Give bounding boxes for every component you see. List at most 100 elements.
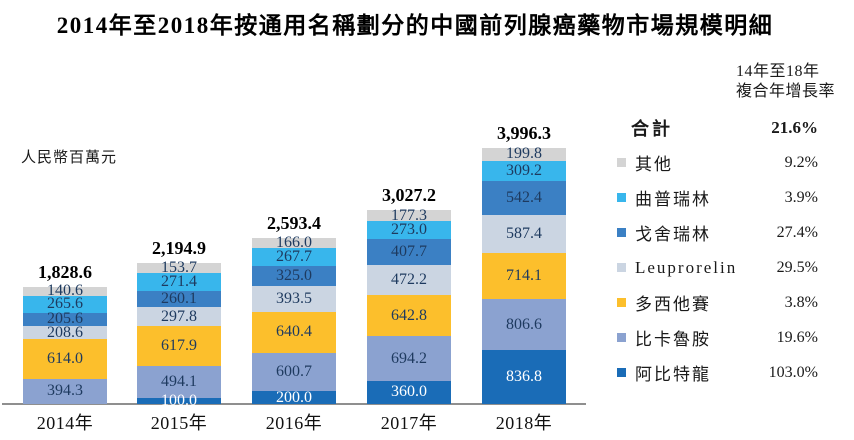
segment-value-label: 205.6: [47, 310, 83, 328]
x-axis-label: 2016年: [265, 413, 323, 433]
x-axis-line: [2, 403, 586, 405]
bar-segment: 199.8: [482, 146, 566, 162]
y-axis-unit-label: 人民幣百萬元: [21, 150, 118, 166]
legend-item-label: 曲普瑞林: [635, 190, 711, 209]
segment-value-label: 494.1: [161, 372, 197, 390]
legend-row: 多西他賽 3.8%: [613, 285, 818, 320]
legend-item-cagr: 3.9%: [784, 188, 818, 206]
x-axis-label: 2014年: [36, 413, 94, 433]
bar-segment: 642.8: [367, 295, 451, 337]
bar-segment: 208.6: [23, 323, 107, 341]
segment-value-label: 166.0: [276, 234, 312, 252]
legend-item-cagr: 29.5%: [776, 258, 818, 276]
legend-header-line1: 14年至18年: [736, 63, 820, 80]
bar-segment: 267.7: [252, 248, 336, 266]
bar-stack: 199.8 309.2 542.4 587.4 714.1 806.6 836.8: [482, 146, 566, 404]
bar-total-label: 2,593.4: [267, 212, 321, 233]
legend-total-cagr: 21.6%: [771, 117, 818, 137]
legend-swatch-icon: [617, 158, 626, 167]
bar-segment: 714.1: [482, 252, 566, 299]
legend-item-cagr: 3.8%: [784, 293, 818, 311]
legend-item-label: 比卡魯胺: [635, 330, 711, 349]
legend-item-cagr: 103.0%: [768, 363, 818, 381]
legend-item-label: 阿比特龍: [635, 365, 711, 384]
bar-total-label: 1,828.6: [38, 261, 92, 282]
bar-segment: 806.6: [482, 298, 566, 351]
segment-value-label: 100.0: [161, 391, 197, 409]
legend-row-total: 合計 21.6%: [613, 110, 818, 145]
legend-item-label: 其他: [635, 155, 673, 174]
segment-value-label: 260.1: [161, 289, 197, 307]
bar-segment: 836.8: [482, 350, 566, 404]
bar-segment: 694.2: [367, 336, 451, 381]
segment-value-label: 153.7: [161, 259, 197, 277]
legend-swatch-icon: [617, 298, 626, 307]
bar-stack: 140.6 265.6 205.6 208.6 614.0 394.3: [23, 283, 107, 404]
bar-segment: 542.4: [482, 180, 566, 216]
bar-segment: 587.4: [482, 215, 566, 253]
x-axis-label: 2015年: [150, 413, 208, 433]
bar-segment: 617.9: [137, 326, 221, 366]
legend-row: 比卡魯胺 19.6%: [613, 320, 818, 355]
bar-segment: 472.2: [367, 264, 451, 296]
segment-value-label: 694.2: [391, 349, 427, 367]
legend-swatch-icon: [617, 333, 626, 342]
legend-swatch-icon: [617, 368, 626, 377]
segment-value-label: 297.8: [161, 307, 197, 325]
segment-value-label: 309.2: [506, 161, 542, 179]
legend-item-label: 多西他賽: [635, 295, 711, 314]
segment-value-label: 265.6: [47, 295, 83, 313]
segment-value-label: 614.0: [47, 350, 83, 368]
chart-title: 2014年至2018年按通用名稱劃分的中國前列腺癌藥物市場規模明細: [56, 13, 774, 38]
segment-value-label: 271.4: [161, 272, 197, 290]
legend-item-label: Leuprorelin: [635, 257, 738, 277]
segment-value-label: 208.6: [47, 323, 83, 341]
bar-segment: 260.1: [137, 289, 221, 308]
segment-value-label: 806.6: [506, 315, 542, 333]
bar-total-label: 3,996.3: [497, 122, 551, 143]
bar-stack: 153.7 271.4 260.1 297.8 617.9 494.1 100.0: [137, 259, 221, 408]
bar-segment: 100.0: [137, 392, 221, 408]
bar-segment: 393.5: [252, 286, 336, 312]
segment-value-label: 140.6: [47, 282, 83, 300]
bar-segment: 325.0: [252, 265, 336, 287]
bar-segment: 394.3: [23, 378, 107, 404]
bar-total-label: 2,194.9: [152, 238, 206, 259]
bar-stack: 177.3 273.0 407.7 472.2 642.8 694.2 360.0: [367, 207, 451, 404]
legend-header-line2: 複合年增長率: [736, 83, 836, 100]
legend-row: 戈舍瑞林 27.4%: [613, 215, 818, 250]
legend-row: 曲普瑞林 3.9%: [613, 180, 818, 215]
x-axis-label: 2017年: [380, 413, 438, 433]
segment-value-label: 472.2: [391, 271, 427, 289]
segment-value-label: 617.9: [161, 337, 197, 355]
bar-segment: 273.0: [367, 221, 451, 239]
bar-total-label: 3,027.2: [382, 184, 436, 205]
legend: 合計 21.6% 其他 9.2% 曲普瑞林 3.9% 戈舍瑞林 27.4% Leuprore…: [613, 110, 818, 390]
legend-row: 阿比特龍 103.0%: [613, 355, 818, 390]
bar-segment: 177.3: [367, 207, 451, 223]
bar-segment: 297.8: [137, 307, 221, 327]
bar-segment: 140.6: [23, 283, 107, 299]
segment-value-label: 640.4: [276, 323, 312, 341]
legend-row: Leuprorelin 29.5%: [613, 250, 818, 285]
legend-item-cagr: 27.4%: [776, 223, 818, 241]
bar-segment: 407.7: [367, 238, 451, 265]
legend-swatch-icon: [617, 228, 626, 237]
bar-segment: 153.7: [137, 259, 221, 277]
legend-swatch-icon: [617, 193, 626, 202]
segment-value-label: 407.7: [391, 242, 427, 260]
segment-value-label: 714.1: [506, 266, 542, 284]
bar-segment: 494.1: [137, 365, 221, 398]
bar-segment: 271.4: [137, 272, 221, 291]
segment-value-label: 394.3: [47, 382, 83, 400]
bar-segment: 265.6: [23, 295, 107, 313]
segment-value-label: 273.0: [391, 221, 427, 239]
legend-header: 14年至18年 複合年增長率: [736, 62, 835, 102]
segment-value-label: 642.8: [391, 306, 427, 324]
bar-segment: 614.0: [23, 339, 107, 379]
segment-value-label: 542.4: [506, 188, 542, 206]
segment-value-label: 325.0: [276, 267, 312, 284]
segment-value-label: 200.0: [276, 388, 312, 406]
legend-item-label: 戈舍瑞林: [635, 225, 711, 244]
